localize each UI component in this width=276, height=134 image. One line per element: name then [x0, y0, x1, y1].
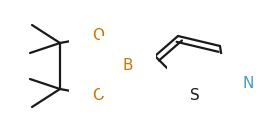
- Text: B: B: [123, 59, 133, 74]
- Text: O: O: [92, 29, 104, 44]
- Text: N: N: [242, 77, 254, 92]
- Text: O: O: [92, 88, 104, 103]
- Text: S: S: [190, 88, 200, 103]
